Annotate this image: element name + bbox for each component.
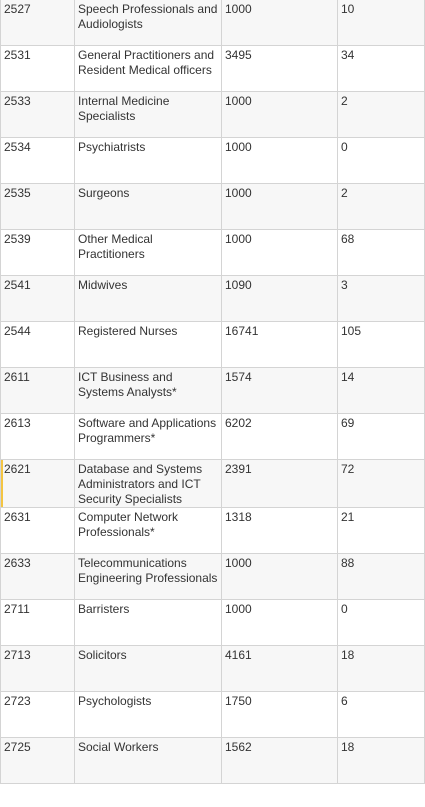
ceiling-value-cell: 1000 xyxy=(221,137,338,184)
table-row: 2544 Registered Nurses 16741 105 xyxy=(0,321,425,368)
invitation-count-cell: 0 xyxy=(337,137,425,184)
ceiling-value-cell: 1090 xyxy=(221,275,338,322)
table-row: 2631 Computer Network Professionals* 131… xyxy=(0,507,425,554)
ceiling-value-cell: 1000 xyxy=(221,229,338,276)
occupation-code-cell: 2621 xyxy=(0,459,75,508)
occupation-code-cell: 2541 xyxy=(0,275,75,322)
invitation-count-cell: 3 xyxy=(337,275,425,322)
table-row: 2533 Internal Medicine Specialists 1000 … xyxy=(0,91,425,138)
occupation-code-cell: 2613 xyxy=(0,413,75,460)
invitation-count-cell: 21 xyxy=(337,507,425,554)
ceiling-value-cell: 16741 xyxy=(221,321,338,368)
invitation-count-cell: 10 xyxy=(337,0,425,46)
invitation-count-cell: 2 xyxy=(337,91,425,138)
invitation-count-cell: 18 xyxy=(337,645,425,692)
table-row: 2541 Midwives 1090 3 xyxy=(0,275,425,322)
table-row: 2539 Other Medical Practitioners 1000 68 xyxy=(0,229,425,276)
occupation-code-cell: 2713 xyxy=(0,645,75,692)
ceiling-value-cell: 1000 xyxy=(221,599,338,646)
occupation-code-cell: 2633 xyxy=(0,553,75,600)
table-row: 2534 Psychiatrists 1000 0 xyxy=(0,137,425,184)
table-row: 2621 Database and Systems Administrators… xyxy=(0,459,425,508)
ceiling-value-cell: 1000 xyxy=(221,183,338,230)
ceiling-value-cell: 1000 xyxy=(221,0,338,46)
occupation-code-cell: 2533 xyxy=(0,91,75,138)
ceiling-value-cell: 3495 xyxy=(221,45,338,92)
occupation-name-cell: Barristers xyxy=(74,599,222,646)
table-row: 2613 Software and Applications Programme… xyxy=(0,413,425,460)
occupation-code-cell: 2527 xyxy=(0,0,75,46)
occupation-name-cell: Social Workers xyxy=(74,737,222,784)
occupation-code-cell: 2611 xyxy=(0,367,75,414)
table-row: 2531 General Practitioners and Resident … xyxy=(0,45,425,92)
occupation-code-cell: 2711 xyxy=(0,599,75,646)
ceiling-value-cell: 4161 xyxy=(221,645,338,692)
table-row: 2633 Telecommunications Engineering Prof… xyxy=(0,553,425,600)
occupation-code-cell: 2534 xyxy=(0,137,75,184)
invitation-count-cell: 18 xyxy=(337,737,425,784)
table-body: 2527 Speech Professionals and Audiologis… xyxy=(0,0,425,784)
occupation-name-cell: Solicitors xyxy=(74,645,222,692)
occupation-ceiling-table: 2527 Speech Professionals and Audiologis… xyxy=(0,0,425,784)
occupation-name-cell: Computer Network Professionals* xyxy=(74,507,222,554)
invitation-count-cell: 0 xyxy=(337,599,425,646)
ceiling-value-cell: 2391 xyxy=(221,459,338,508)
occupation-name-cell: General Practitioners and Resident Medic… xyxy=(74,45,222,92)
table-row: 2535 Surgeons 1000 2 xyxy=(0,183,425,230)
occupation-name-cell: Midwives xyxy=(74,275,222,322)
invitation-count-cell: 105 xyxy=(337,321,425,368)
ceiling-value-cell: 1562 xyxy=(221,737,338,784)
invitation-count-cell: 34 xyxy=(337,45,425,92)
invitation-count-cell: 14 xyxy=(337,367,425,414)
occupation-code-cell: 2631 xyxy=(0,507,75,554)
occupation-code-cell: 2531 xyxy=(0,45,75,92)
invitation-count-cell: 69 xyxy=(337,413,425,460)
invitation-count-cell: 88 xyxy=(337,553,425,600)
occupation-name-cell: Other Medical Practitioners xyxy=(74,229,222,276)
occupation-code-cell: 2725 xyxy=(0,737,75,784)
table-row: 2711 Barristers 1000 0 xyxy=(0,599,425,646)
ceiling-value-cell: 1000 xyxy=(221,91,338,138)
table-row: 2723 Psychologists 1750 6 xyxy=(0,691,425,738)
table-row: 2725 Social Workers 1562 18 xyxy=(0,737,425,784)
ceiling-value-cell: 1000 xyxy=(221,553,338,600)
occupation-code-cell: 2539 xyxy=(0,229,75,276)
occupation-name-cell: Psychologists xyxy=(74,691,222,738)
occupation-name-cell: Registered Nurses xyxy=(74,321,222,368)
occupation-code-cell: 2723 xyxy=(0,691,75,738)
occupation-name-cell: ICT Business and Systems Analysts* xyxy=(74,367,222,414)
occupation-code-cell: 2544 xyxy=(0,321,75,368)
occupation-name-cell: Speech Professionals and Audiologists xyxy=(74,0,222,46)
occupation-name-cell: Surgeons xyxy=(74,183,222,230)
invitation-count-cell: 72 xyxy=(337,459,425,508)
ceiling-value-cell: 1750 xyxy=(221,691,338,738)
occupation-name-cell: Database and Systems Administrators and … xyxy=(74,459,222,508)
invitation-count-cell: 6 xyxy=(337,691,425,738)
invitation-count-cell: 2 xyxy=(337,183,425,230)
ceiling-value-cell: 1318 xyxy=(221,507,338,554)
occupation-name-cell: Software and Applications Programmers* xyxy=(74,413,222,460)
occupation-code-cell: 2535 xyxy=(0,183,75,230)
ceiling-value-cell: 6202 xyxy=(221,413,338,460)
occupation-name-cell: Telecommunications Engineering Professio… xyxy=(74,553,222,600)
table-row: 2713 Solicitors 4161 18 xyxy=(0,645,425,692)
table-row: 2611 ICT Business and Systems Analysts* … xyxy=(0,367,425,414)
table-row: 2527 Speech Professionals and Audiologis… xyxy=(0,0,425,46)
invitation-count-cell: 68 xyxy=(337,229,425,276)
occupation-name-cell: Internal Medicine Specialists xyxy=(74,91,222,138)
occupation-name-cell: Psychiatrists xyxy=(74,137,222,184)
ceiling-value-cell: 1574 xyxy=(221,367,338,414)
